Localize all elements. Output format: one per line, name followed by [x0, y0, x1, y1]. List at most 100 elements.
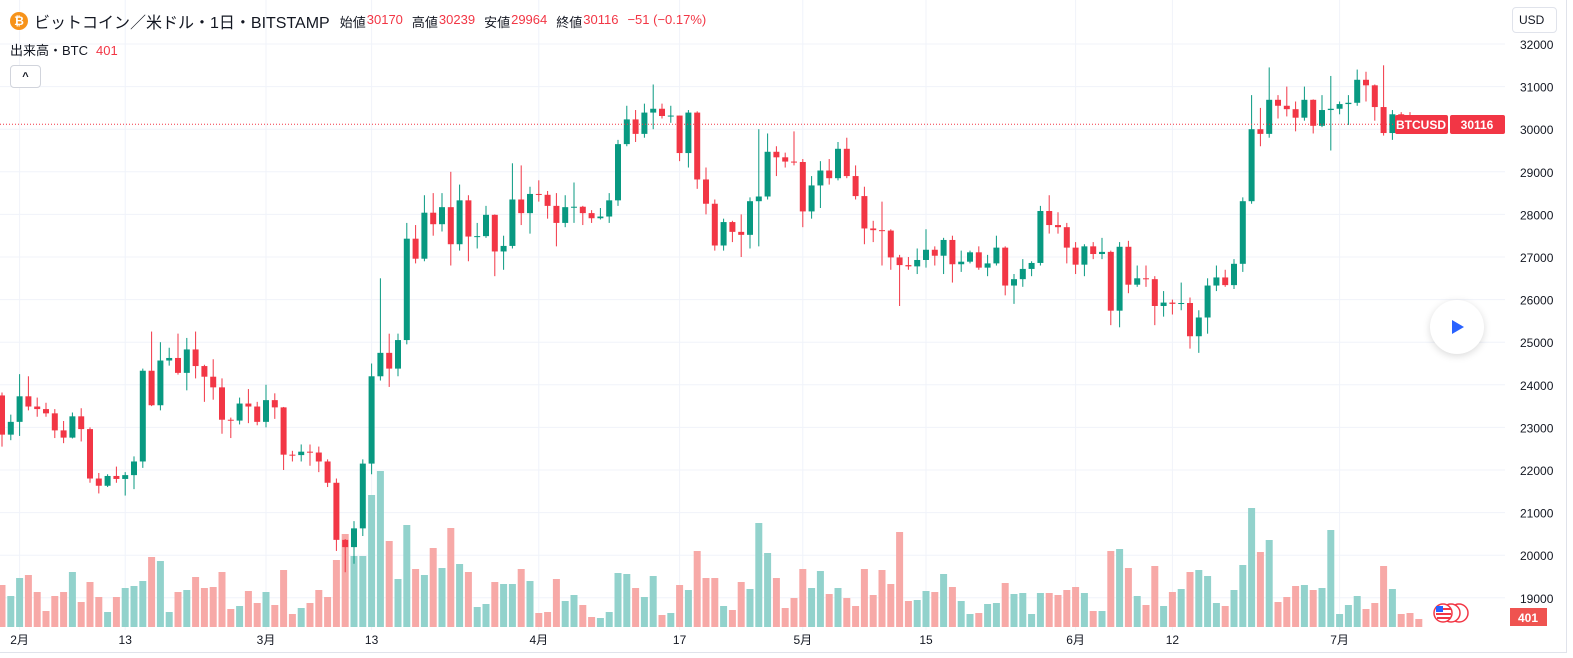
- candle: [527, 186, 533, 234]
- candle: [289, 450, 296, 462]
- volume-bar: [165, 612, 173, 627]
- candle: [1151, 276, 1158, 326]
- volume-bar: [121, 588, 129, 627]
- candle: [236, 397, 243, 425]
- chevron-up-icon: ^: [22, 70, 29, 83]
- candle: [254, 401, 261, 426]
- candle-body: [1371, 85, 1378, 108]
- candle: [1204, 278, 1211, 334]
- volume-bar: [702, 578, 710, 627]
- candle-body: [720, 222, 727, 246]
- candle-body: [1160, 302, 1167, 306]
- volume-bar: [561, 601, 569, 627]
- candle: [1371, 84, 1378, 121]
- candle: [931, 246, 938, 266]
- candle-body: [25, 396, 32, 407]
- volume-bar: [262, 592, 270, 627]
- go-to-realtime-button[interactable]: [1430, 300, 1484, 354]
- candle-body: [271, 400, 278, 408]
- candle-body: [439, 207, 445, 225]
- candle-body: [914, 259, 921, 267]
- candle: [1319, 95, 1325, 128]
- candle: [219, 378, 225, 434]
- candle: [1178, 282, 1185, 311]
- candle-body: [315, 452, 322, 462]
- candle-body: [1354, 79, 1361, 103]
- candle-body: [324, 461, 331, 483]
- symbol-title[interactable]: ビットコイン／米ドル・1日・BITSTAMP: [34, 15, 330, 32]
- us-flag-events-icon[interactable]: [1433, 603, 1469, 623]
- candle: [729, 220, 736, 243]
- x-tick-label: 5月: [793, 633, 812, 647]
- price-axis[interactable]: 19000 20000 21000 22000 23000 24000 25000 26000…: [1520, 38, 1554, 606]
- volume-bar: [1380, 566, 1388, 627]
- volume-bar: [86, 582, 94, 627]
- y-tick-label: 27000: [1520, 251, 1554, 265]
- volume-bar: [1415, 618, 1423, 627]
- candle-body: [606, 200, 613, 217]
- candle-body: [307, 451, 313, 453]
- candle-body: [1187, 303, 1193, 337]
- candle: [1107, 250, 1114, 326]
- low-label: 安値: [484, 14, 511, 30]
- candle-body: [571, 206, 577, 208]
- y-tick-label: 20000: [1520, 549, 1554, 563]
- candle: [861, 186, 868, 245]
- candle: [817, 161, 824, 209]
- candle: [447, 171, 454, 266]
- candle: [95, 472, 102, 494]
- candle: [1002, 246, 1009, 296]
- candle: [245, 389, 252, 424]
- volume-bar: [1388, 589, 1396, 627]
- candle: [975, 246, 982, 270]
- candle-body: [333, 482, 340, 540]
- candle-body: [148, 370, 155, 406]
- volume-bar: [315, 590, 323, 627]
- collapse-legend-button[interactable]: ^: [10, 65, 41, 88]
- grid: [0, 0, 1505, 630]
- candle-body: [368, 376, 375, 464]
- price-tag-symbol: BTCUSD: [1396, 118, 1446, 132]
- candle-body: [870, 228, 877, 231]
- candle: [1160, 291, 1167, 317]
- candle: [333, 478, 340, 551]
- candle-body: [104, 475, 111, 486]
- volume-bar: [491, 582, 499, 627]
- volume-bar: [341, 534, 349, 627]
- y-tick-label: 22000: [1520, 464, 1554, 478]
- candle: [949, 235, 956, 283]
- candle: [641, 103, 648, 138]
- candle-body: [139, 370, 146, 462]
- currency-button[interactable]: USD: [1512, 7, 1557, 33]
- x-tick-label: 6月: [1066, 633, 1085, 647]
- time-axis[interactable]: 2月 13 3月 13 4月 17 5月 15 6月 12 7月: [10, 633, 1349, 647]
- volume-bar: [332, 560, 340, 627]
- candle: [280, 406, 287, 470]
- candle: [509, 163, 516, 249]
- candle-body: [958, 261, 965, 265]
- volume-bar: [579, 605, 587, 627]
- volume-bar: [526, 581, 534, 627]
- candle: [870, 220, 877, 243]
- candle-body: [1028, 262, 1035, 269]
- volume-bar: [966, 614, 974, 627]
- volume-bar: [253, 603, 261, 627]
- volume-bar: [95, 597, 103, 627]
- candle-body: [791, 161, 797, 163]
- volume-bar: [922, 591, 930, 627]
- candle: [747, 197, 753, 249]
- candle: [623, 105, 630, 147]
- candle: [166, 347, 173, 366]
- x-tick-label: 3月: [257, 633, 276, 647]
- volume-label[interactable]: 出来高・BTC: [10, 43, 89, 58]
- volume-bar: [887, 584, 895, 627]
- volume-bar: [447, 528, 455, 627]
- candle: [826, 159, 833, 185]
- candle: [914, 248, 921, 275]
- candle-body: [1363, 79, 1369, 86]
- volume-bar: [1274, 602, 1282, 627]
- candle: [139, 368, 146, 468]
- candle-body: [1266, 99, 1273, 134]
- y-tick-label: 26000: [1520, 294, 1554, 308]
